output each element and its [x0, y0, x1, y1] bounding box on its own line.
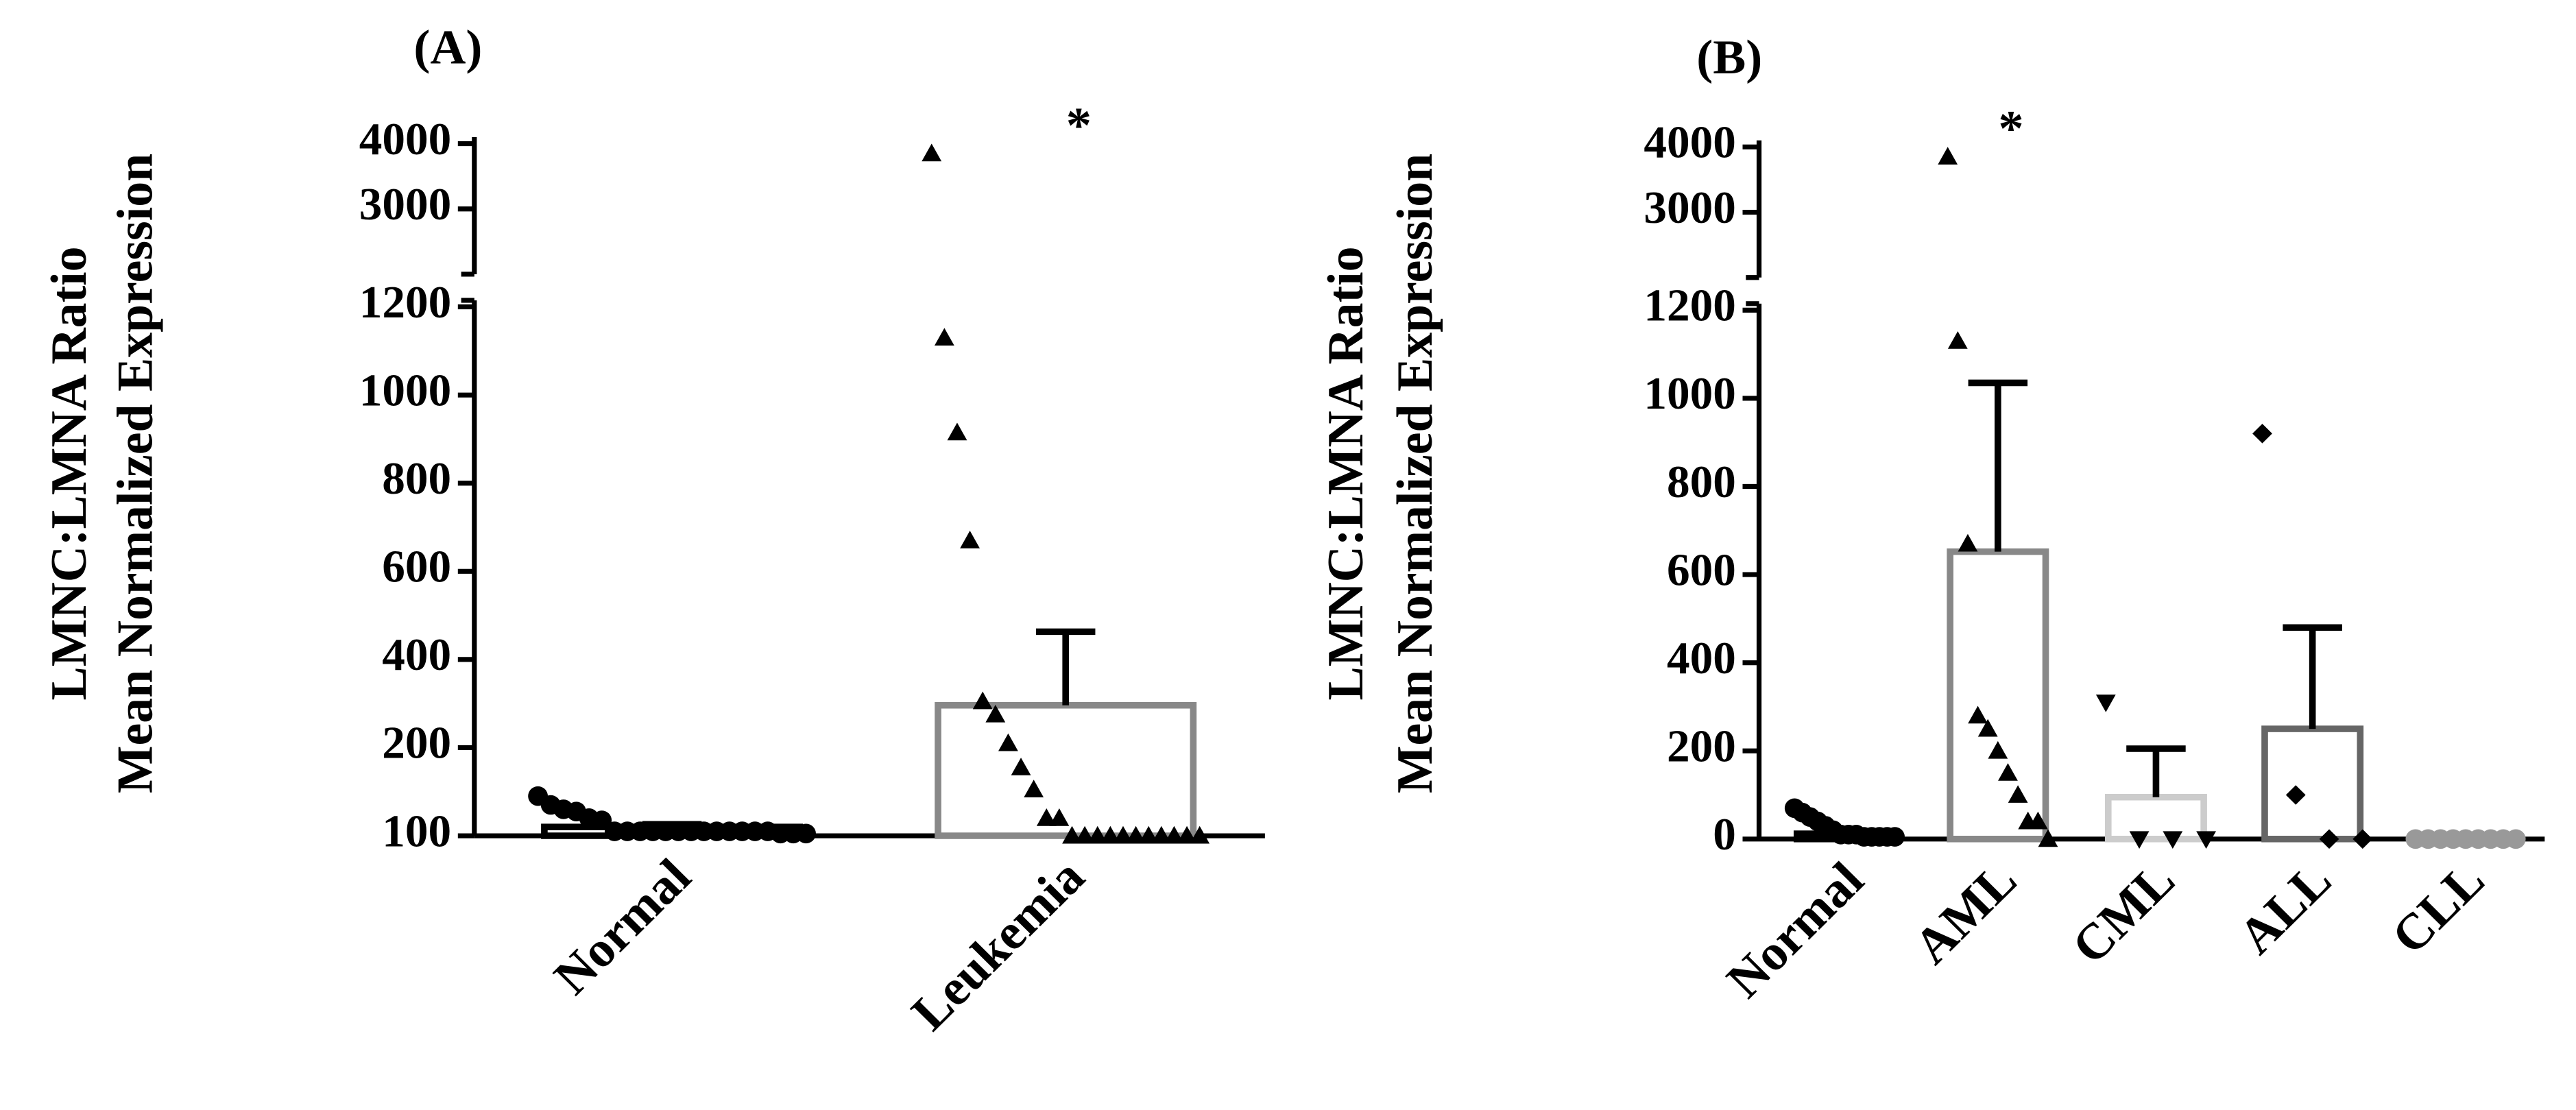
y-tick-label: 400: [382, 629, 451, 680]
data-point: [2252, 424, 2272, 444]
data-point: [2008, 785, 2028, 803]
data-point: [2285, 785, 2306, 805]
bar: [935, 701, 1197, 839]
data-point: [1977, 719, 1998, 737]
data-point: [1024, 780, 1044, 797]
data-point: [1126, 825, 1146, 844]
x-tick-label: AML: [1903, 852, 2027, 974]
y-tick-label: 1000: [359, 365, 452, 416]
data-point: [934, 328, 954, 346]
y-axis-label: LMNC:LMNA Ratio: [1318, 246, 1374, 700]
data-point: [1177, 825, 1197, 844]
data-point: [1190, 825, 1210, 844]
data-point: [2196, 831, 2217, 849]
bar: [2261, 725, 2364, 843]
data-point: [1988, 740, 2008, 759]
data-point: [2352, 829, 2373, 849]
data-point: [2038, 829, 2058, 847]
data-point: [796, 823, 816, 844]
significance-marker: *: [1998, 101, 2023, 157]
y-tick-label: 600: [382, 542, 451, 592]
data-point: [960, 531, 980, 548]
y-tick-label: 600: [1667, 545, 1736, 596]
data-point: [1087, 825, 1108, 844]
y-tick-label: 4000: [359, 114, 452, 165]
data-point: [1113, 825, 1133, 844]
data-point: [998, 733, 1018, 751]
y-tick-label: 800: [382, 453, 451, 504]
x-tick-label: Leukemia: [901, 849, 1095, 1041]
y-tick-label: 3000: [359, 179, 452, 230]
data-point: [1011, 758, 1031, 775]
x-tick-label: ALL: [2228, 852, 2342, 965]
y-tick-label: 100: [382, 806, 451, 857]
panel-label: (A): [413, 20, 482, 75]
data-point: [1998, 763, 2018, 781]
y-tick-label: 1000: [1644, 368, 1736, 419]
data-point: [1885, 827, 1905, 847]
data-point: [1164, 825, 1184, 844]
x-tick-label: CLL: [2381, 852, 2495, 965]
y-axis-label: LMNC:LMNA Ratio: [41, 246, 97, 700]
data-point: [1947, 331, 1968, 349]
data-point: [2129, 831, 2150, 849]
data-point: [2319, 829, 2339, 849]
panel: (A) LMNC:LMNA Ratio Mean Normalized Expres…: [41, 20, 1265, 1041]
significance-marker: *: [1066, 98, 1092, 154]
data-point: [947, 422, 967, 441]
y-tick-label: 200: [1667, 721, 1736, 772]
y-tick-label: 4000: [1644, 117, 1736, 168]
y-axis-label: Mean Normalized Expression: [107, 154, 163, 793]
data-point: [1074, 825, 1095, 844]
y-tick-label: 1200: [1644, 280, 1736, 331]
data-point: [1958, 533, 1978, 552]
data-point: [1100, 825, 1120, 844]
data-point: [1062, 825, 1082, 844]
data-point: [1036, 808, 1057, 826]
y-tick-label: 400: [1667, 633, 1736, 684]
y-tick-label: 3000: [1644, 182, 1736, 233]
data-point: [1138, 825, 1159, 844]
data-point: [592, 810, 612, 830]
data-point: [1151, 825, 1172, 844]
data-point: [922, 143, 942, 162]
panel-label: (B): [1696, 29, 1762, 84]
bar: [1947, 548, 2049, 843]
x-tick-label: CML: [2062, 852, 2186, 974]
y-tick-label: 800: [1667, 457, 1736, 507]
data-point: [2505, 829, 2526, 849]
panel: (B) LMNC:LMNA Ratio Mean Normalized Expres…: [1318, 29, 2545, 1009]
data-point: [985, 704, 1006, 723]
data-point: [972, 691, 993, 710]
data-point: [2027, 811, 2048, 830]
x-tick-label: Normal: [1716, 852, 1875, 1009]
data-point: [1938, 147, 1958, 165]
bar: [2104, 793, 2207, 843]
y-axis-label: Mean Normalized Expression: [1386, 154, 1443, 793]
y-tick-label: 1200: [359, 277, 452, 328]
data-point: [1049, 808, 1070, 826]
data-point: [1968, 705, 1988, 724]
y-tick-label: 0: [1713, 809, 1736, 860]
x-tick-label: Normal: [544, 849, 702, 1006]
y-tick-label: 200: [382, 718, 451, 769]
data-point: [2163, 831, 2183, 849]
data-point: [2095, 695, 2116, 712]
